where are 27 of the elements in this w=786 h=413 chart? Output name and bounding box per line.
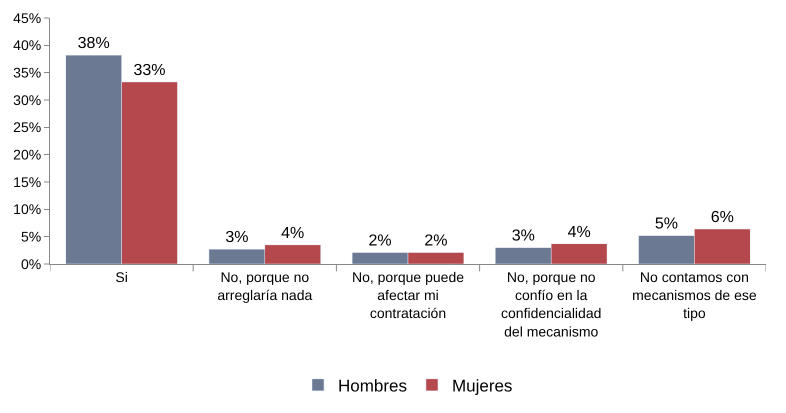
y-tick-label: 10%	[13, 201, 42, 218]
data-label: 2%	[424, 232, 448, 250]
legend-label: Mujeres	[452, 376, 512, 396]
y-tick-label: 5%	[20, 228, 42, 245]
x-tick-label: No, porque puede afectar mi contratación	[352, 268, 464, 322]
data-label: 6%	[710, 209, 734, 226]
data-label: 33%	[134, 62, 166, 79]
data-label: 38%	[78, 35, 110, 52]
data-label: 5%	[654, 216, 678, 233]
data-label: 4%	[281, 224, 304, 242]
y-tick-label: 0%	[20, 256, 42, 272]
y-tick-label: 25%	[13, 119, 42, 136]
data-label: 4%	[568, 224, 591, 241]
data-label: 3%	[512, 228, 535, 245]
y-tick-label: 45%	[13, 10, 42, 26]
legend-label: Hombres	[338, 376, 407, 396]
x-tick-label: No, porque no arreglaría nada	[217, 268, 312, 303]
x-tick-label: Si	[115, 268, 128, 285]
x-tick-label: No contamos con mecanismos de ese tipo	[632, 268, 757, 322]
data-label: 3%	[225, 229, 248, 246]
y-tick-label: 20%	[13, 146, 42, 163]
x-tick-label: No, porque no confío en la confidencialidad del mecanismo	[500, 268, 602, 340]
y-tick-label: 40%	[13, 37, 42, 54]
data-label: 2%	[368, 232, 392, 250]
y-tick-label: 15%	[13, 174, 42, 190]
y-tick-label: 35%	[13, 64, 42, 81]
y-tick-label: 30%	[13, 92, 42, 108]
